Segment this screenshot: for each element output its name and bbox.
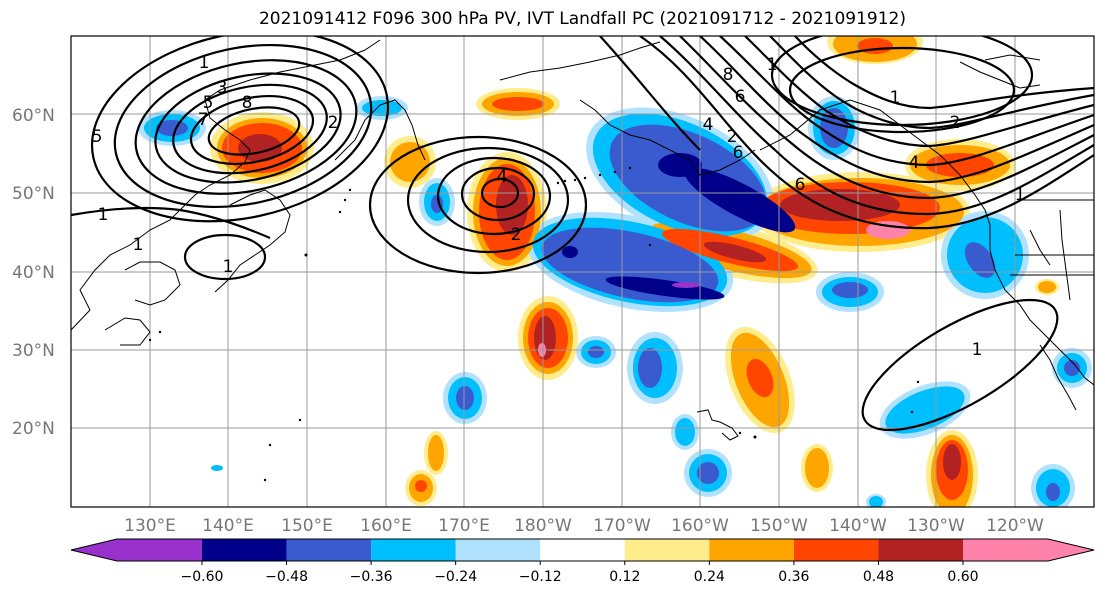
pv-shading bbox=[138, 36, 1092, 507]
lon-label: 140°E bbox=[202, 516, 254, 536]
lon-label: 120°W bbox=[986, 516, 1044, 536]
contour-label: 7 bbox=[198, 110, 209, 130]
colorbar-tick-label: 0.60 bbox=[947, 569, 978, 585]
colorbar-swatch bbox=[624, 539, 710, 561]
colorbar-tick-label: −0.12 bbox=[519, 569, 562, 585]
contour-label: 5 bbox=[92, 127, 103, 147]
lon-label: 160°E bbox=[360, 516, 412, 536]
colorbar-tick-label: −0.48 bbox=[265, 569, 308, 585]
contour-label: 1 bbox=[890, 88, 901, 108]
contour-label: 1 bbox=[133, 235, 144, 255]
contour-label: 1 bbox=[199, 53, 210, 73]
contour-label: 8 bbox=[242, 93, 253, 113]
contour-label: 1 bbox=[223, 257, 234, 277]
colorbar-tick-label: 0.36 bbox=[778, 569, 809, 585]
contour-label: 1 bbox=[98, 205, 109, 225]
lat-label: 30°N bbox=[12, 341, 55, 361]
colorbar-swatch bbox=[878, 539, 963, 561]
contour-label: 1 bbox=[767, 55, 778, 75]
colorbar-swatch bbox=[71, 539, 202, 561]
colorbar-swatch bbox=[202, 539, 287, 561]
lon-label: 140°W bbox=[829, 516, 887, 536]
island-dots bbox=[148, 166, 920, 482]
colorbar-tick-label: 0.48 bbox=[863, 569, 894, 585]
contour-label: 1 bbox=[972, 340, 983, 360]
graticule bbox=[71, 36, 1094, 507]
contour-label: 4 bbox=[703, 115, 714, 135]
colorbar-swatch bbox=[286, 539, 372, 561]
contour-labels: 1 3 5 7 8 2 5 1 1 1 4 2 4 2 6 6 8 1 2 6 … bbox=[92, 53, 1026, 360]
lat-label: 50°N bbox=[12, 184, 55, 204]
colorbar-tick-label: 0.12 bbox=[609, 569, 640, 585]
contour-label: 5 bbox=[203, 93, 214, 113]
lat-label: 40°N bbox=[12, 263, 55, 283]
colorbar-outline bbox=[70, 538, 1095, 562]
colorbar-tick-label: 0.24 bbox=[694, 569, 725, 585]
lon-label: 180°W bbox=[514, 516, 572, 536]
contour-label: 2 bbox=[328, 113, 339, 133]
lon-axis: 130°E 140°E 150°E 160°E 170°E 180°W 170°… bbox=[124, 516, 1044, 536]
colorbar-swatch bbox=[793, 539, 879, 561]
lon-label: 170°E bbox=[438, 516, 490, 536]
lat-axis: 60°N 50°N 40°N 30°N 20°N bbox=[12, 106, 55, 439]
lon-label: 150°E bbox=[281, 516, 333, 536]
map-frame bbox=[70, 35, 1095, 508]
colorbar-ticks: −0.60 −0.48 −0.36 −0.24 −0.12 0.12 0.24 0.36 0.4… bbox=[181, 561, 979, 585]
contour-label: 1 bbox=[1015, 185, 1026, 205]
colorbar bbox=[70, 538, 1095, 562]
contour-label: 6 bbox=[733, 143, 744, 163]
lon-label: 150°W bbox=[750, 516, 808, 536]
contour-label: 4 bbox=[497, 167, 508, 187]
map-title: 2021091412 F096 300 hPa PV, IVT Landfall… bbox=[258, 9, 906, 29]
colorbar-tick-label: −0.60 bbox=[181, 569, 224, 585]
contour-label: 6 bbox=[795, 175, 806, 195]
contour-label: 2 bbox=[950, 113, 961, 133]
contour-label: 2 bbox=[511, 225, 522, 245]
lon-label: 160°W bbox=[671, 516, 729, 536]
contour-label: 6 bbox=[735, 87, 746, 107]
colorbar-swatch bbox=[963, 539, 1094, 561]
colorbar-tick-label: −0.36 bbox=[350, 569, 393, 585]
contour-label: 3 bbox=[217, 78, 228, 98]
colorbar-tick-label: −0.24 bbox=[434, 569, 477, 585]
contour-label: 8 bbox=[723, 65, 734, 85]
coastlines bbox=[71, 39, 1094, 441]
lon-label: 170°W bbox=[593, 516, 651, 536]
pv-contours bbox=[71, 36, 1094, 432]
lat-label: 60°N bbox=[12, 106, 55, 126]
colorbar-swatch bbox=[455, 539, 541, 561]
colorbar-swatch bbox=[709, 539, 794, 561]
lat-label: 20°N bbox=[12, 419, 55, 439]
colorbar-swatch bbox=[371, 539, 456, 561]
contour-label: 4 bbox=[909, 153, 920, 173]
lon-label: 130°W bbox=[907, 516, 965, 536]
contour-label: 2 bbox=[727, 127, 738, 147]
colorbar-swatch bbox=[540, 539, 625, 561]
lon-label: 130°E bbox=[124, 516, 176, 536]
